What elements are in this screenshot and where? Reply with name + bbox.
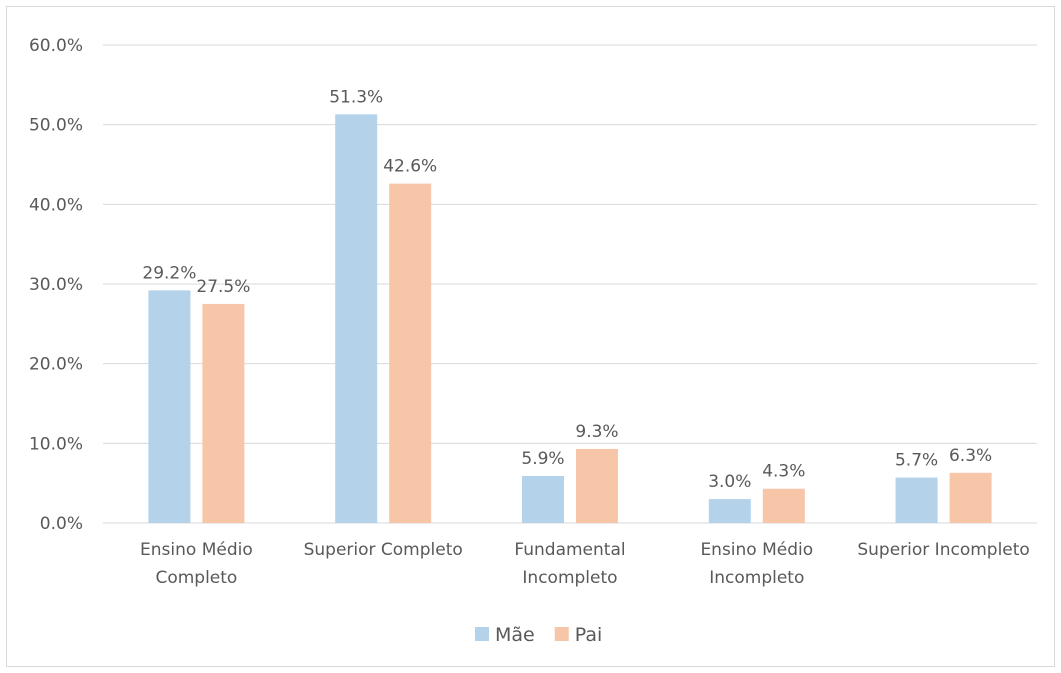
x-tick-label: Superior Incompleto (857, 540, 1029, 560)
y-tick-label: 60.0% (29, 36, 83, 56)
y-axis: 0.0% 10.0% 20.0% 30.0% 40.0% 50.0% 60.0% (29, 36, 83, 534)
x-tick-label: Incompleto (522, 568, 617, 588)
data-label: 51.3% (329, 87, 383, 107)
legend-label: Mãe (495, 624, 535, 646)
grid-lines (103, 44, 1037, 524)
x-tick-label: Completo (155, 568, 237, 588)
y-tick-label: 40.0% (29, 195, 83, 215)
data-label: 5.9% (521, 449, 564, 469)
y-tick-label: 20.0% (29, 355, 83, 375)
bar (708, 499, 751, 523)
x-tick-label: Ensino Médio (700, 540, 813, 560)
data-label: 6.3% (949, 446, 992, 466)
data-label: 29.2% (142, 263, 196, 283)
bar (202, 303, 245, 523)
data-labels: 29.2%27.5% 51.3% 42.6% 5.9% 9.3% 3.0% 4.3% 5.7%… (142, 87, 992, 492)
y-tick-label: 0.0% (40, 514, 83, 534)
bar (389, 183, 432, 523)
data-label: 27.5% (196, 277, 250, 297)
x-tick-label: Fundamental (514, 540, 625, 560)
data-label: 5.7% (895, 451, 938, 471)
chart-frame: 0.0% 10.0% 20.0% 30.0% 40.0% 50.0% 60.0% 29.2%… (6, 6, 1055, 667)
y-tick-label: 30.0% (29, 275, 83, 295)
x-axis: Ensino Médio Completo Superior Completo Fun… (140, 540, 1030, 588)
bar (762, 488, 805, 523)
y-tick-label: 50.0% (29, 116, 83, 136)
bar (576, 448, 618, 523)
bars (148, 114, 992, 523)
legend-swatch (554, 627, 569, 641)
x-tick-label: Incompleto (709, 568, 804, 588)
data-label: 4.3% (762, 462, 805, 482)
legend: Mãe Pai (475, 624, 602, 646)
x-tick-label: Ensino Médio (140, 540, 253, 560)
legend-swatch (475, 627, 489, 641)
bar (949, 472, 992, 523)
bar (522, 475, 564, 523)
x-tick-label: Superior Completo (304, 540, 463, 560)
bar (148, 290, 191, 523)
bar-chart: 0.0% 10.0% 20.0% 30.0% 40.0% 50.0% 60.0% 29.2%… (29, 36, 1037, 646)
data-label: 9.3% (575, 422, 618, 442)
data-label: 42.6% (383, 157, 437, 177)
bar (335, 114, 378, 523)
y-tick-label: 10.0% (29, 434, 83, 454)
data-label: 3.0% (708, 472, 751, 492)
bar (895, 477, 938, 523)
legend-label: Pai (575, 624, 603, 646)
